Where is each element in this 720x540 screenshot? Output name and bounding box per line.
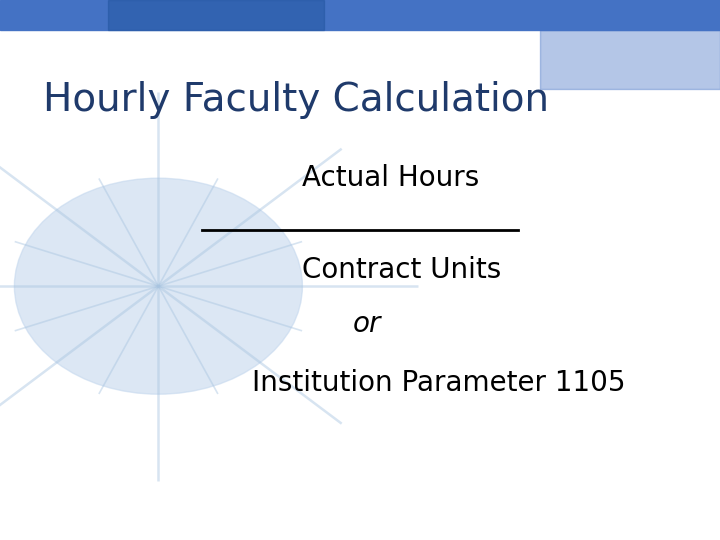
Text: Actual Hours: Actual Hours [302, 164, 480, 192]
Circle shape [14, 178, 302, 394]
Polygon shape [108, 0, 324, 30]
Text: Institution Parameter 1105: Institution Parameter 1105 [252, 369, 626, 397]
Text: or: or [353, 310, 381, 338]
Bar [0, 0, 720, 30]
Text: Hourly Faculty Calculation: Hourly Faculty Calculation [43, 81, 549, 119]
Text: Contract Units: Contract Units [302, 256, 502, 284]
Polygon shape [540, 30, 720, 89]
